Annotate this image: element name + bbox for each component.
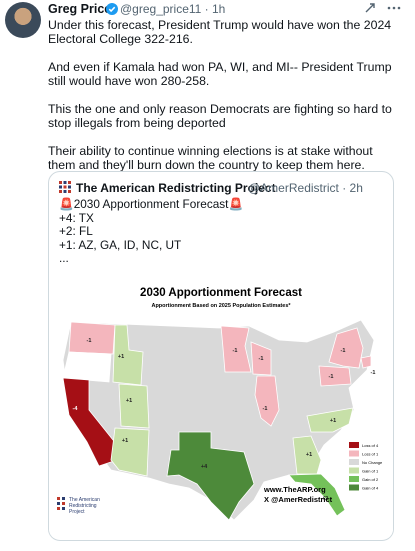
state-label: +4 [201, 464, 208, 470]
map-title: 2030 Apportionment Forecast [140, 287, 302, 299]
state-label: -1 [329, 374, 334, 380]
map-account: X @AmerRedistrict [264, 495, 333, 504]
quote-line: 🚨2030 Apportionment Forecast🚨 [59, 197, 244, 211]
quote-line: +2: FL [59, 224, 93, 238]
state-label: +1 [126, 398, 132, 404]
quote-author[interactable]: The American Redistricting Project [76, 181, 276, 195]
paragraph: And even if Kamala had won PA, WI, and M… [48, 60, 392, 88]
legend-label: Loss of 1 [362, 452, 379, 457]
state-label: -1 [371, 370, 376, 376]
legend-swatch [349, 450, 359, 457]
state-label: +1 [122, 438, 128, 444]
quote-line: +4: TX [59, 210, 94, 225]
map-website: www.TheARP.org [263, 485, 326, 494]
quote-avatar [59, 181, 71, 193]
us-map [62, 319, 375, 521]
map-image: 2030 Apportionment Forecast Apportionmen… [49, 270, 393, 538]
quote-line: +1: AZ, GA, ID, NC, UT [59, 237, 182, 252]
state-label: -1 [87, 338, 92, 344]
state-label: +2 [322, 496, 328, 502]
avatar[interactable] [5, 2, 41, 38]
post-text: Under this forecast, President Trump wou… [48, 18, 398, 186]
legend-label: Loss of 4 [362, 443, 379, 448]
quote-line: ... [59, 251, 69, 265]
quote-text: 🚨2030 Apportionment Forecast🚨 +4: TX +2: F… [59, 197, 244, 266]
legend-swatch [349, 484, 359, 491]
logo-icon [57, 497, 65, 510]
post-actions[interactable] [363, 1, 403, 15]
legend-label: Gain of 4 [362, 486, 379, 491]
legend-label: No Change [362, 460, 383, 465]
verified-badge [106, 3, 118, 15]
paragraph: Under this forecast, President Trump wou… [48, 18, 392, 46]
state-label: -4 [73, 406, 79, 412]
logo-text: The American [69, 497, 100, 503]
author-name[interactable]: Greg Price [48, 2, 112, 16]
paragraph: Their ability to continue winning electi… [48, 144, 373, 172]
legend-label: Gain of 1 [362, 469, 379, 474]
state-label: -1 [259, 356, 264, 362]
author-meta[interactable]: @greg_price11 · 1h [120, 2, 226, 16]
legend-label: Gain of 2 [362, 477, 379, 482]
state-label: +1 [330, 418, 336, 424]
logo-text: Project [69, 509, 85, 515]
quote-meta[interactable]: @AmerRedistrict · 2h [248, 181, 363, 195]
state-label: -1 [341, 348, 346, 354]
paragraph: This the one and only reason Democrats a… [48, 102, 392, 130]
state-label: -1 [263, 406, 268, 412]
state-label: +1 [306, 452, 312, 458]
legend-swatch [349, 476, 359, 482]
legend-swatch [349, 459, 359, 465]
map-subtitle: Apportionment Based on 2025 Population E… [151, 303, 291, 309]
quote-card[interactable]: The American Redistricting Project @Amer… [48, 171, 394, 541]
logo-text: Redistricting [69, 503, 97, 509]
legend-swatch [349, 467, 359, 474]
state-label: -1 [233, 348, 238, 354]
legend-swatch [349, 442, 359, 448]
state-label: +1 [118, 354, 124, 360]
